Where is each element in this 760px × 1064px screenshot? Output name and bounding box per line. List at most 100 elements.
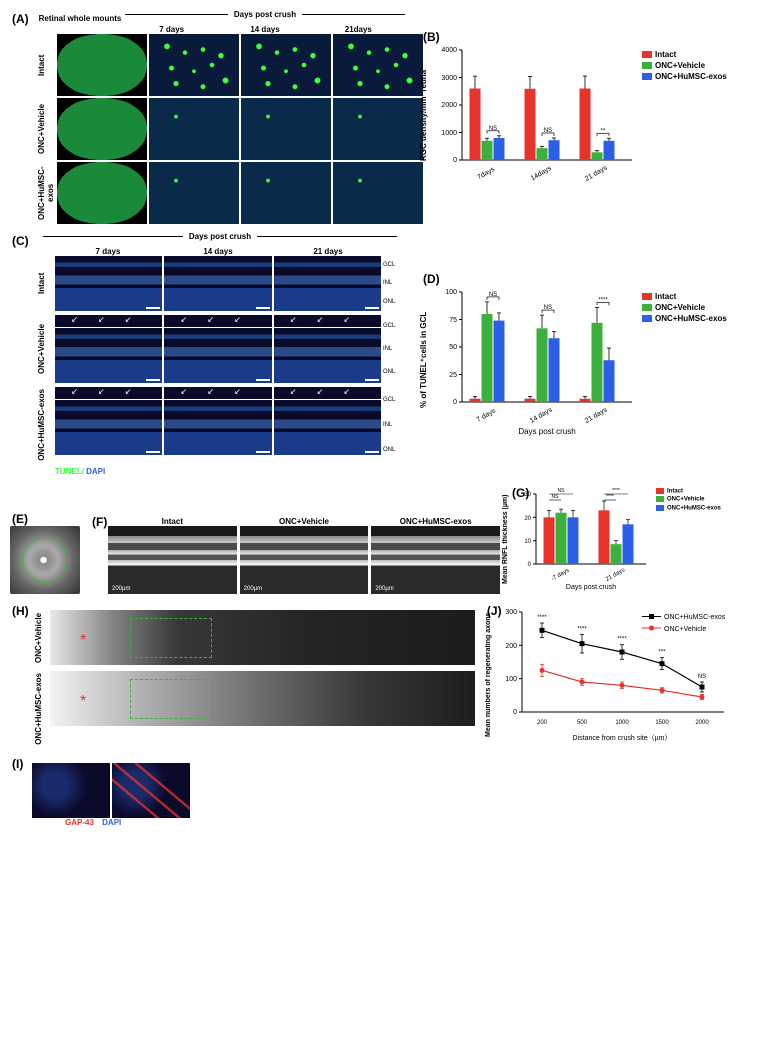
rowH0: ONC+Vehicle <box>32 610 50 665</box>
micrograph-section <box>164 400 271 455</box>
panel-H-label: (H) <box>12 604 29 618</box>
micrograph <box>57 98 147 160</box>
svg-text:25: 25 <box>449 372 457 379</box>
F-col1: ONC+Vehicle <box>240 517 369 526</box>
C-header: Days post crush <box>183 232 257 241</box>
svg-text:NS: NS <box>558 488 566 494</box>
micrograph-section <box>274 400 381 455</box>
crush-marker: * <box>80 632 86 650</box>
panel-A-label: (A) <box>12 12 29 26</box>
layer-onl: ONL <box>383 299 405 305</box>
svg-text:100: 100 <box>445 289 457 296</box>
micrograph <box>149 162 239 224</box>
svg-text:****: **** <box>606 494 614 500</box>
svg-text:0: 0 <box>513 709 517 716</box>
svg-text:2000: 2000 <box>695 720 709 726</box>
gap43-image <box>112 763 190 818</box>
gap43-label: GAP-43 <box>65 818 94 827</box>
colC2: 21 days <box>273 247 383 256</box>
colA2: 14 days <box>218 25 311 34</box>
svg-text:**: ** <box>601 128 606 134</box>
micrograph <box>57 34 147 96</box>
svg-text:200: 200 <box>537 720 548 726</box>
svg-text:NS: NS <box>698 674 706 680</box>
micrograph-section <box>274 328 381 383</box>
svg-text:****: **** <box>617 636 627 642</box>
legendB0: Intact <box>642 50 727 59</box>
legendD1: ONC+Vehicle <box>642 303 727 312</box>
svg-text:2000: 2000 <box>441 102 457 109</box>
svg-text:****: **** <box>598 297 608 303</box>
micrograph-strip: ↙↙↙ <box>55 387 162 399</box>
svg-text:****: **** <box>537 615 547 621</box>
svg-text:1000: 1000 <box>441 130 457 137</box>
svg-text:****: **** <box>612 488 620 494</box>
layer-gcl: GCL <box>383 323 405 329</box>
micrograph <box>149 34 239 96</box>
A-header: Days post crush <box>228 10 302 19</box>
tunel-label: TUNEL/ <box>55 467 84 476</box>
gap43-image <box>32 763 110 818</box>
svg-text:-7 days: -7 days <box>550 567 570 582</box>
svg-text:10: 10 <box>524 539 531 545</box>
svg-text:300: 300 <box>505 609 517 616</box>
crush-marker: * <box>80 693 86 711</box>
layer-inl: INL <box>383 422 405 428</box>
svg-text:21 days: 21 days <box>584 406 609 425</box>
micrograph-strip: ↙↙↙ <box>164 387 271 399</box>
nerve-image: * <box>50 671 475 726</box>
layer-onl: ONL <box>383 369 405 375</box>
svg-text:NS: NS <box>489 126 497 132</box>
svg-text:100: 100 <box>505 676 517 683</box>
svg-text:***: *** <box>658 649 666 655</box>
colA0: Retinal whole mounts <box>35 14 125 25</box>
svg-text:1500: 1500 <box>655 720 669 726</box>
svg-text:4000: 4000 <box>441 47 457 54</box>
svg-text:Days post crush: Days post crush <box>566 584 616 591</box>
B-ylabel: RGC density/mm² retina <box>415 40 432 190</box>
svg-text:0: 0 <box>453 399 457 406</box>
svg-text:21 days: 21 days <box>584 164 609 183</box>
colC1: 14 days <box>163 247 273 256</box>
micrograph <box>149 98 239 160</box>
rowA0: Intact <box>35 34 55 96</box>
fundus-image <box>10 526 80 594</box>
oct-image: 200µm <box>108 526 237 594</box>
svg-text:0: 0 <box>528 562 532 568</box>
micrograph <box>241 162 331 224</box>
G-ylabel: Mean RNFL thickness (µm) <box>500 484 511 594</box>
layer-inl: INL <box>383 346 405 352</box>
svg-text:50: 50 <box>449 344 457 351</box>
micrograph-strip: ↙↙↙ <box>274 315 381 327</box>
svg-text:75: 75 <box>449 317 457 324</box>
nerve-image: * <box>50 610 475 665</box>
micrograph <box>241 34 331 96</box>
F-col2: ONC+HuMSC-exos <box>371 517 500 526</box>
panel-E-label: (E) <box>12 512 28 526</box>
legendD2: ONC+HuMSC-exos <box>642 314 727 323</box>
micrograph-section <box>164 256 271 311</box>
svg-text:3000: 3000 <box>441 75 457 82</box>
svg-text:200: 200 <box>505 643 517 650</box>
legendB2: ONC+HuMSC-exos <box>642 72 727 81</box>
svg-text:NS: NS <box>489 292 497 298</box>
svg-text:Distance from crush site（µm）: Distance from crush site（µm） <box>572 734 671 742</box>
svg-text:0: 0 <box>453 157 457 164</box>
rowA1: ONC+Vehicle <box>35 98 55 160</box>
micrograph-section <box>274 256 381 311</box>
svg-text:7days: 7days <box>476 166 496 182</box>
svg-text:1000: 1000 <box>615 720 629 726</box>
F-col0: Intact <box>108 517 237 526</box>
micrograph-strip: ↙↙↙ <box>164 315 271 327</box>
micrograph-strip: ↙↙↙ <box>274 387 381 399</box>
legendB1: ONC+Vehicle <box>642 61 727 70</box>
svg-text:NS: NS <box>544 305 552 311</box>
svg-text:21 days: 21 days <box>605 567 626 583</box>
svg-text:NS: NS <box>544 128 552 134</box>
chart-G: 0 10 20 30 NSNS******** -7 days 21 days … <box>511 484 656 594</box>
rowA2: ONC+HuMSC-exos <box>35 162 55 224</box>
colC0: 7 days <box>53 247 163 256</box>
svg-text:ONC+HuMSC-exos: ONC+HuMSC-exos <box>664 614 726 621</box>
chart-D: 0 25 50 75 100 NSNS**** 7 days 14 days 2… <box>432 282 642 437</box>
svg-text:****: **** <box>577 626 587 632</box>
